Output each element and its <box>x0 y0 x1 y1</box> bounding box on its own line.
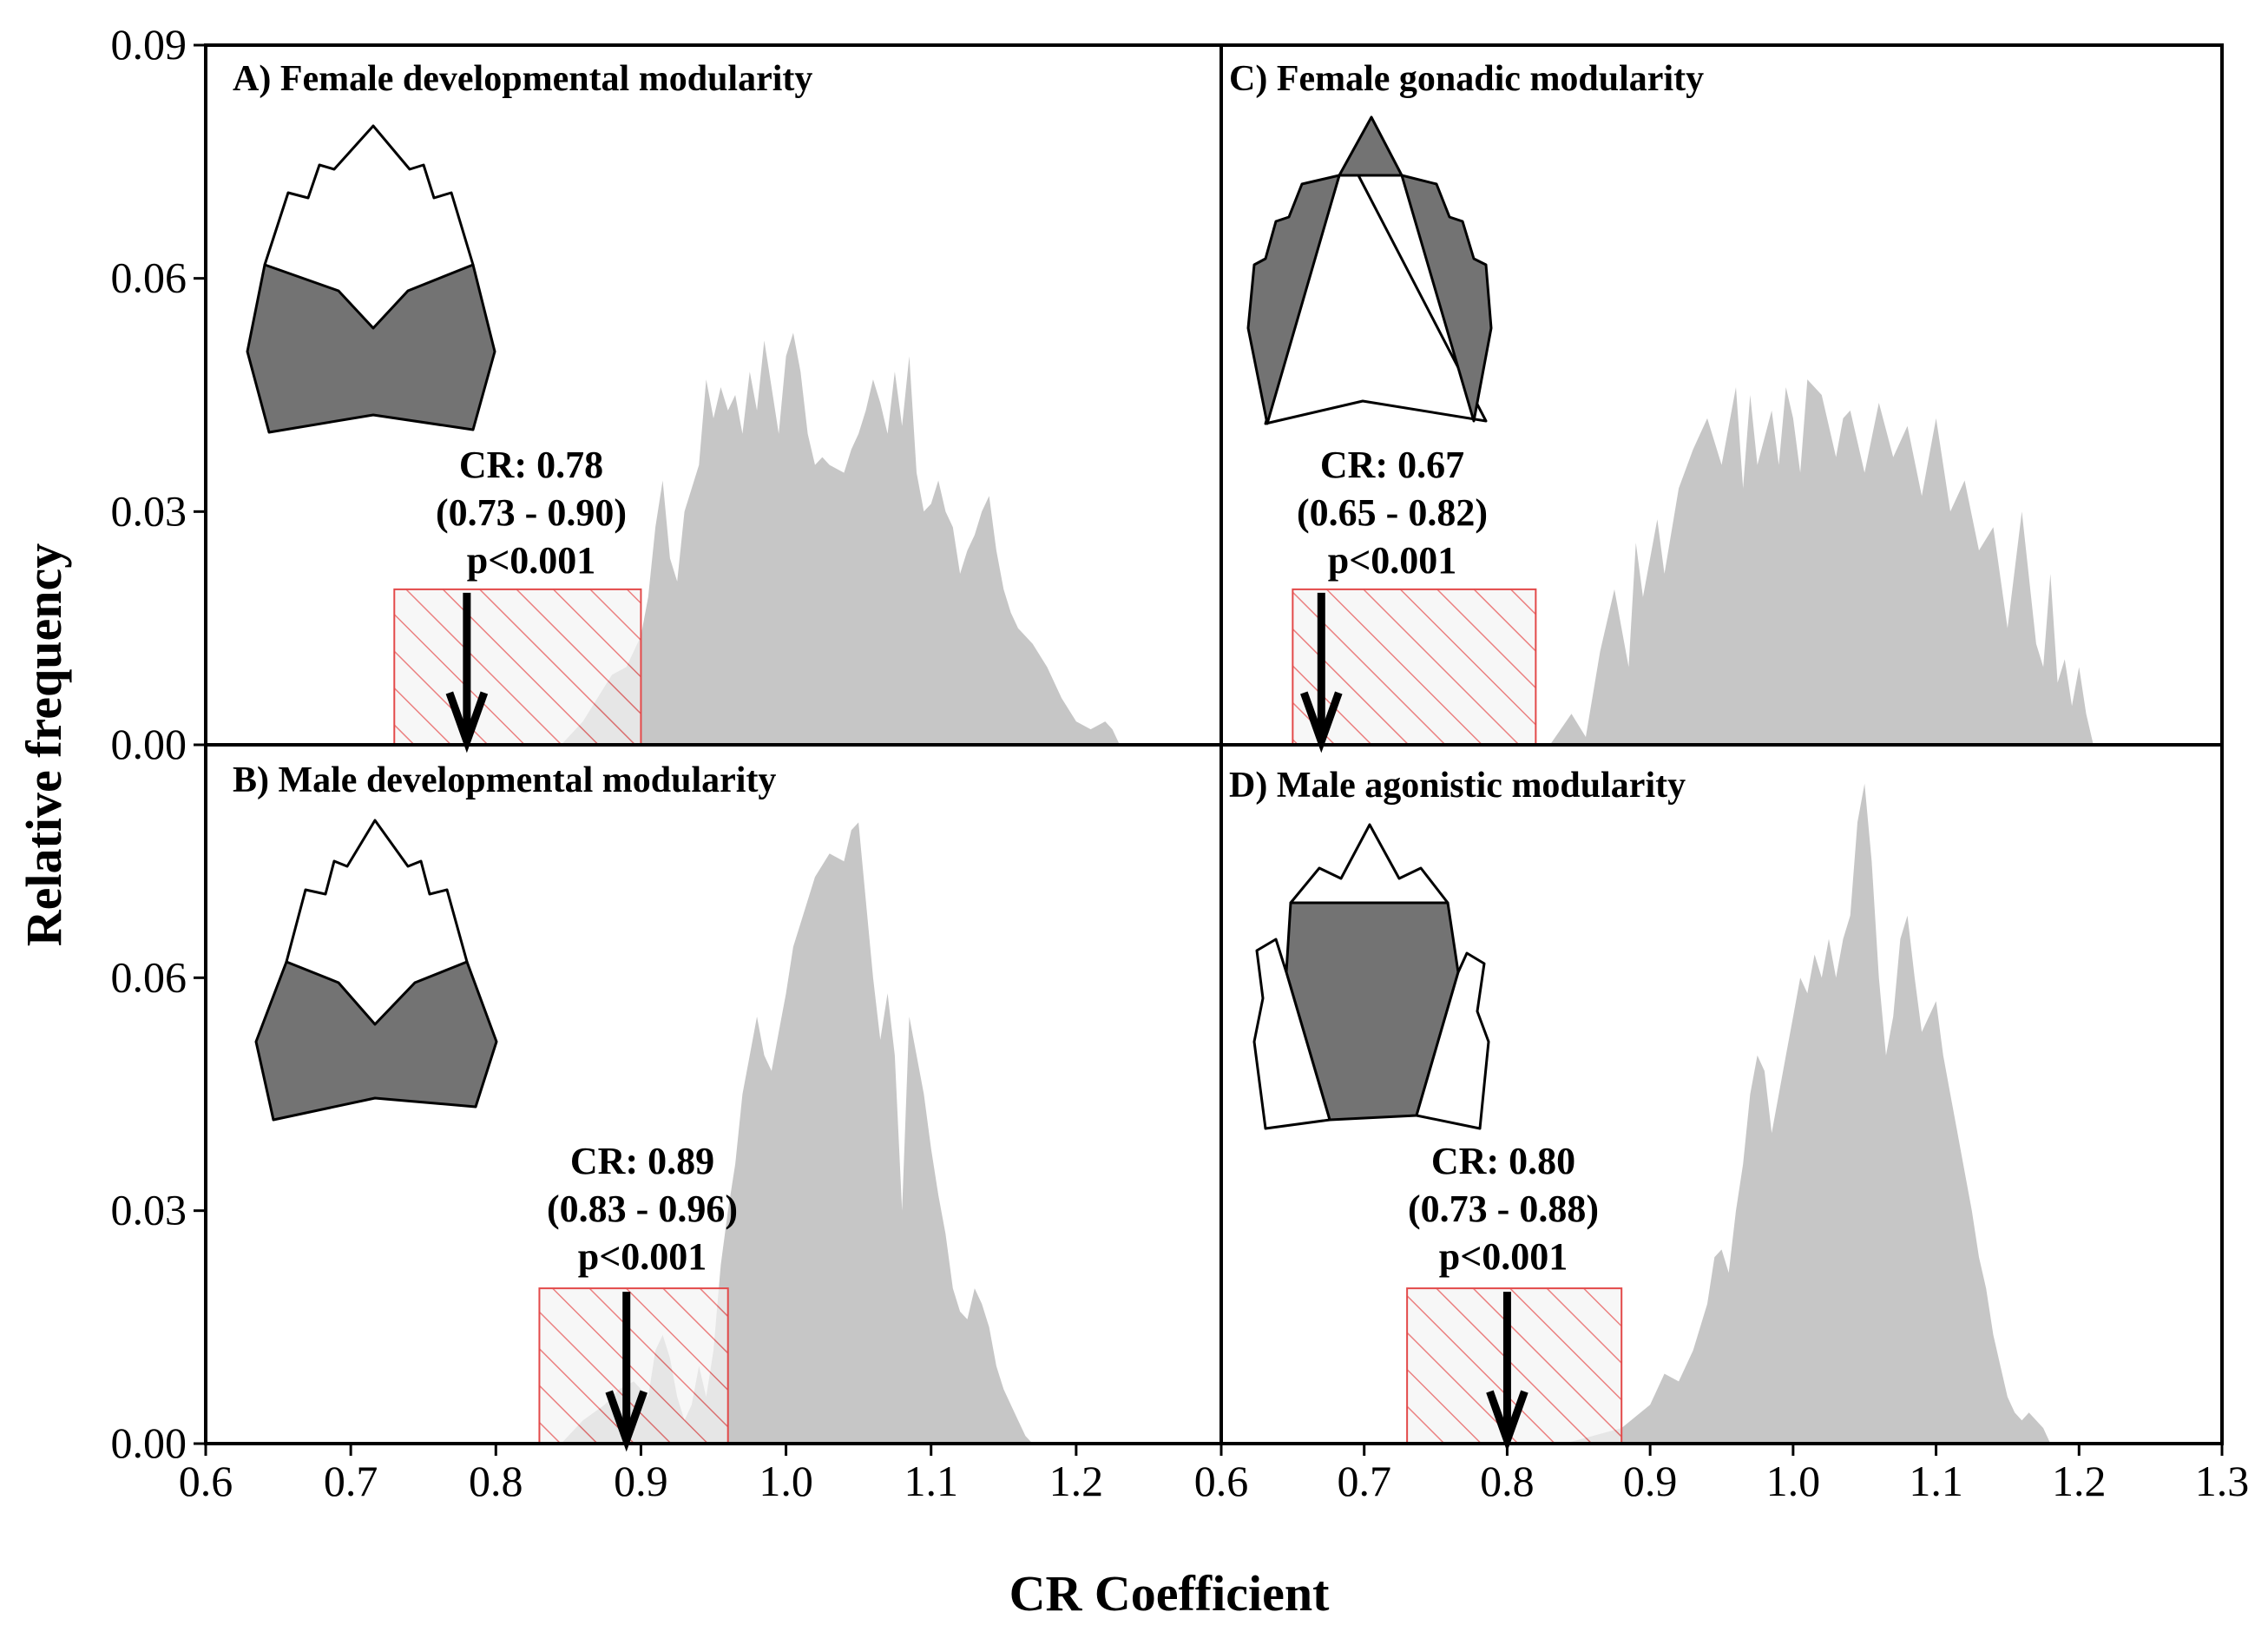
panel-b-p-label: p<0.001 <box>578 1235 707 1278</box>
panel-c-title: C) Female gonadic modularity <box>1229 59 1704 99</box>
y-tick-label: 0.06 <box>111 253 187 302</box>
x-tick-label: 0.7 <box>324 1457 378 1505</box>
panel-d-distribution <box>1564 783 2051 1444</box>
panel-a-p-label: p<0.001 <box>467 539 596 582</box>
male-agonistic-icon <box>1252 823 1490 1130</box>
x-tick-label: 1.2 <box>1049 1457 1104 1505</box>
panel-b-ci-label: (0.83 - 0.96) <box>547 1188 738 1230</box>
panel-a-ci-label: (0.73 - 0.90) <box>436 491 627 534</box>
panel-a: A) Female developmental modularity 0.00 0… <box>111 20 1120 768</box>
x-tick-label: 1.3 <box>2195 1457 2250 1505</box>
panel-b-arrow-head-icon <box>605 1390 648 1452</box>
panel-a-cr-label: CR: 0.78 <box>459 444 603 486</box>
panel-b-distribution <box>561 822 1033 1444</box>
y-tick-label: 0.03 <box>111 486 187 535</box>
panel-c-ci-label: (0.65 - 0.82) <box>1297 491 1488 534</box>
panel-d-cr-label: CR: 0.80 <box>1431 1140 1575 1182</box>
x-tick-label: 0.9 <box>1623 1457 1678 1505</box>
male-developmental-icon <box>254 819 498 1122</box>
panel-d-arrow-head-icon <box>1486 1390 1528 1452</box>
x-tick-label: 1.0 <box>1766 1457 1821 1505</box>
panel-b: B) Male developmental modularity 0.00 0.0… <box>111 760 1104 1505</box>
y-axis-title: Relative frequency <box>16 543 72 946</box>
panel-a-annotation: CR: 0.78 (0.73 - 0.90) p<0.001 <box>436 444 627 582</box>
panel-c-distribution <box>1549 379 2094 745</box>
x-tick-label: 0.8 <box>1480 1457 1535 1505</box>
x-tick-label: 0.6 <box>1194 1457 1249 1505</box>
x-tick-label: 0.6 <box>179 1457 233 1505</box>
panel-a-distribution <box>561 332 1120 745</box>
panel-c-p-label: p<0.001 <box>1328 539 1457 582</box>
y-tick-label: 0.06 <box>111 952 187 1001</box>
panel-a-arrow-head-icon <box>445 691 489 753</box>
x-tick-label: 0.8 <box>469 1457 523 1505</box>
x-tick-label: 1.0 <box>759 1457 813 1505</box>
x-tick-label: 0.7 <box>1337 1457 1391 1505</box>
y-tick-label: 0.00 <box>111 720 187 768</box>
panel-d-ci-label: (0.73 - 0.88) <box>1408 1188 1599 1230</box>
panel-d-p-label: p<0.001 <box>1439 1235 1568 1278</box>
panel-c-cr-label: CR: 0.67 <box>1320 444 1464 486</box>
x-tick-label: 1.2 <box>2052 1457 2107 1505</box>
panel-d-annotation: CR: 0.80 (0.73 - 0.88) p<0.001 <box>1408 1140 1599 1278</box>
panel-b-cr-label: CR: 0.89 <box>570 1140 714 1182</box>
x-tick-label: 0.9 <box>614 1457 668 1505</box>
y-tick-label: 0.03 <box>111 1186 187 1234</box>
panel-a-title: A) Female developmental modularity <box>233 59 812 99</box>
female-gonadic-icon <box>1246 115 1493 425</box>
x-tick-label: 1.1 <box>904 1457 958 1505</box>
panel-c-annotation: CR: 0.67 (0.65 - 0.82) p<0.001 <box>1297 444 1488 582</box>
panel-b-annotation: CR: 0.89 (0.83 - 0.96) p<0.001 <box>547 1140 738 1278</box>
panel-c: C) Female gonadic modularity <box>1229 59 2094 753</box>
panel-a-ci-box <box>393 588 642 747</box>
panel-c-arrow-head-icon <box>1300 691 1343 753</box>
panel-d: D) Male agonistic modularity 0.7 0.8 0.9 1.… <box>1229 766 2249 1505</box>
female-developmental-icon <box>246 124 496 434</box>
x-axis-title: CR Coefficient <box>1009 1565 1331 1622</box>
y-tick-label: 0.09 <box>111 20 187 69</box>
panel-b-title: B) Male developmental modularity <box>233 760 776 800</box>
x-tick-label: 1.1 <box>1909 1457 1963 1505</box>
panel-d-title: D) Male agonistic modularity <box>1229 766 1686 806</box>
y-tick-label: 0.00 <box>111 1418 187 1467</box>
